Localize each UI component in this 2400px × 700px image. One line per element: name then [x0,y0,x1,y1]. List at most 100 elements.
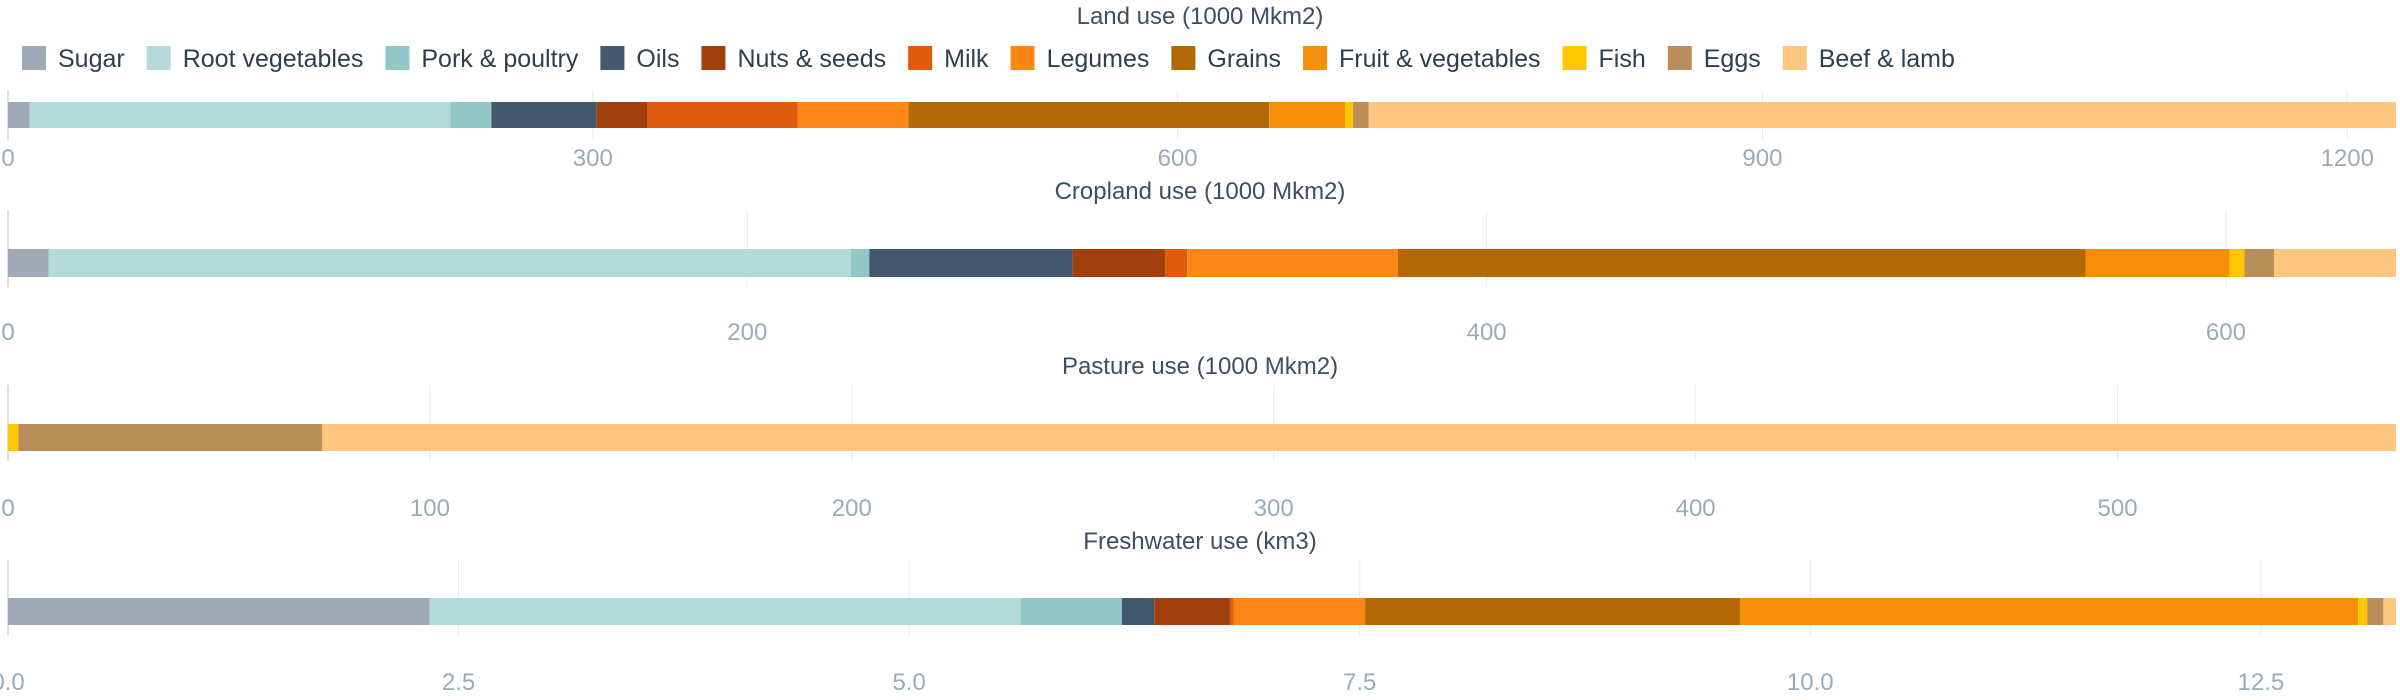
legend-label: Root vegetables [183,45,364,73]
bar-segment-nuts-and-seeds[interactable] [596,102,648,128]
bar-segment-grains[interactable] [908,102,1270,128]
bar-segment-nuts-and-seeds[interactable] [1072,249,1166,277]
bar-segment-fish[interactable] [2229,249,2245,277]
legend-label: Milk [944,45,989,73]
legend-item-legumes[interactable]: Legumes [1010,45,1150,73]
bar-segment-legumes[interactable] [1187,249,1398,277]
legend-label: Oils [636,45,679,73]
bar-segment-milk[interactable] [1229,598,1234,625]
bar-segment-pork-and-poultry[interactable] [450,102,492,128]
x-tick-label: 300 [573,145,613,172]
legend-label: Fruit & vegetables [1339,45,1541,73]
bar-segment-eggs[interactable] [2244,249,2275,277]
legend-label: Sugar [58,45,125,73]
bar-segment-milk[interactable] [647,102,798,128]
legend-item-nuts-and-seeds[interactable]: Nuts & seeds [701,45,886,73]
bar-segment-fish[interactable] [8,424,19,451]
bar-segment-fruit-and-vegetables[interactable] [1739,598,2359,625]
bar-segment-eggs[interactable] [1353,102,1369,128]
legend-label: Eggs [1704,45,1761,73]
bar-segment-fruit-and-vegetables[interactable] [1269,102,1346,128]
legend-item-beef-and-lamb[interactable]: Beef & lamb [1782,45,1955,73]
x-tick-label: 500 [2098,495,2138,522]
legend-label: Grains [1207,45,1281,73]
x-tick-label: 900 [1742,145,1782,172]
bar-segment-root-vegetables[interactable] [29,102,451,128]
x-tick-label: 7.5 [1343,669,1376,696]
legend-swatch [701,46,726,70]
legend-item-oils[interactable]: Oils [600,45,679,73]
x-tick-label: 600 [2206,319,2246,346]
bar-segment-nuts-and-seeds[interactable] [1154,598,1230,625]
legend-swatch [1303,46,1328,70]
panel-title: Cropland use (1000 Mkm2) [1055,178,1346,205]
legend-item-eggs[interactable]: Eggs [1667,45,1761,73]
legend-swatch [1667,46,1692,70]
bar-segment-root-vegetables[interactable] [48,249,851,277]
x-tick-label: 0 [1,319,14,346]
legend-item-root-vegetables[interactable]: Root vegetables [146,45,364,73]
legend-label: Beef & lamb [1819,45,1955,73]
legend-label: Nuts & seeds [737,45,886,73]
bar-segment-milk[interactable] [1165,249,1188,277]
x-tick-label: 1200 [2321,145,2374,172]
legend-swatch [22,46,46,70]
bar-segment-pork-and-poultry[interactable] [1020,598,1122,625]
bar-segment-grains[interactable] [1365,598,1740,625]
panel-land-use-1000-mkm2: Land use (1000 Mkm2) 0 300 600 900 1200 [1,3,2396,172]
bar-segment-beef-and-lamb[interactable] [2383,598,2396,625]
legend-label: Pork & poultry [421,45,579,73]
bar-segment-beef-and-lamb[interactable] [1368,102,2396,128]
chart-legend: Sugar Root vegetables Pork & poultry Oils Nu… [22,45,1955,73]
legend-swatch [1010,46,1035,70]
x-tick-label: 5.0 [892,669,925,696]
panel-freshwater-use-km3: Freshwater use (km3) 0.0 2.5 5.0 7.5 10.0 12.5 [0,528,2396,696]
bar-segment-fish[interactable] [1345,102,1354,128]
legend-item-milk[interactable]: Milk [908,45,989,73]
bar-segment-oils[interactable] [869,249,1073,277]
legend-swatch [1562,46,1587,70]
legend-item-fruit-and-vegetables[interactable]: Fruit & vegetables [1303,45,1541,73]
bar-segment-eggs[interactable] [2367,598,2384,625]
legend-swatch [908,46,933,70]
x-tick-label: 400 [1467,319,1507,346]
bar-segment-legumes[interactable] [797,102,909,128]
x-tick-label: 300 [1254,495,1294,522]
x-tick-label: 400 [1676,495,1716,522]
bar-segment-oils[interactable] [491,102,597,128]
bar-segment-eggs[interactable] [18,424,323,451]
panel-title: Pasture use (1000 Mkm2) [1062,353,1338,380]
x-tick-label: 200 [832,495,872,522]
chart-panels: Land use (1000 Mkm2) 0 300 600 900 1200 Cropla… [0,3,2397,696]
bar-segment-sugar[interactable] [8,102,30,128]
panel-cropland-use-1000-mkm2: Cropland use (1000 Mkm2) 0 200 400 600 [1,178,2396,346]
legend-item-sugar[interactable]: Sugar [22,45,125,73]
legend-item-fish[interactable]: Fish [1562,45,1646,73]
bar-segment-fruit-and-vegetables[interactable] [2085,249,2230,277]
legend-label: Fish [1599,45,1646,73]
bar-segment-beef-and-lamb[interactable] [2274,249,2396,277]
bar-segment-root-vegetables[interactable] [429,598,1021,625]
legend-swatch [385,46,410,70]
x-tick-label: 0 [1,495,14,522]
bar-segment-pork-and-poultry[interactable] [850,249,870,277]
legend-swatch [1782,46,1807,70]
bar-segment-legumes[interactable] [1233,598,1366,625]
legend-item-pork-and-poultry[interactable]: Pork & poultry [385,45,579,73]
bar-segment-fish[interactable] [2358,598,2368,625]
bar-segment-oils[interactable] [1121,598,1155,625]
legend-item-grains[interactable]: Grains [1171,45,1281,73]
bar-segment-sugar[interactable] [8,249,49,277]
bar-segment-sugar[interactable] [8,598,430,625]
x-tick-label: 200 [727,319,767,346]
bar-segment-grains[interactable] [1397,249,2086,277]
legend-swatch [1171,46,1196,70]
bar-segment-beef-and-lamb[interactable] [322,424,2397,451]
panel-title: Freshwater use (km3) [1083,528,1316,555]
legend-swatch [600,46,625,70]
panel-title: Land use (1000 Mkm2) [1077,3,1324,30]
x-tick-label: 0.0 [0,669,25,696]
x-tick-label: 2.5 [442,669,475,696]
panel-pasture-use-1000-mkm2: Pasture use (1000 Mkm2) 0 100 200 300 400 500 [1,353,2397,522]
